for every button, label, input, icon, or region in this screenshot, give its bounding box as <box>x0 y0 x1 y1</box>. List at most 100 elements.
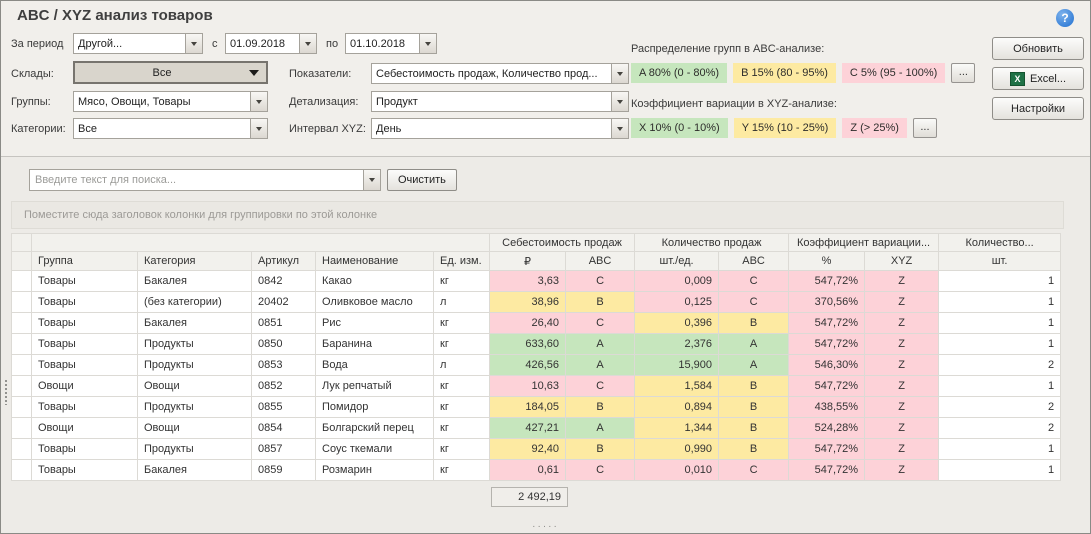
period-combo[interactable]: Другой... <box>73 33 203 54</box>
row-drag-handle[interactable] <box>4 379 9 405</box>
row-gutter-cell[interactable] <box>11 438 32 460</box>
cell-sku[interactable]: 20402 <box>251 291 316 313</box>
column-header-sku[interactable]: Артикул <box>251 251 316 271</box>
cell-sku[interactable]: 0854 <box>251 417 316 439</box>
cell-qty[interactable]: 15,900 <box>634 354 720 376</box>
cell-xyz[interactable]: Z <box>864 396 940 418</box>
cell-variation[interactable]: 547,72% <box>788 333 866 355</box>
cell-variation[interactable]: 524,28% <box>788 417 866 439</box>
cell-cost-abc[interactable]: C <box>565 459 636 481</box>
cell-qty[interactable]: 0,894 <box>634 396 720 418</box>
cell-unit[interactable]: кг <box>432 312 491 334</box>
cell-sku[interactable]: 0850 <box>251 333 316 355</box>
cell-qty[interactable]: 0,396 <box>634 312 720 334</box>
cell-variation[interactable]: 547,72% <box>788 375 866 397</box>
cell-cost-abc[interactable]: A <box>565 333 636 355</box>
cell-variation[interactable]: 370,56% <box>788 291 866 313</box>
table-row[interactable]: Овощи Овощи 0854 Болгарский перец кг 427… <box>11 417 1062 439</box>
column-header-percent[interactable]: % <box>788 251 866 271</box>
dropdown-arrow-icon[interactable] <box>419 34 436 53</box>
cell-count[interactable]: 1 <box>938 438 1062 460</box>
cell-unit[interactable]: кг <box>432 396 491 418</box>
row-gutter-cell[interactable] <box>11 459 32 481</box>
column-header-name[interactable]: Наименование <box>315 251 434 271</box>
cell-cost[interactable]: 26,40 <box>489 312 567 334</box>
table-row[interactable]: Товары Бакалея 0859 Розмарин кг 0,61 C 0… <box>11 459 1062 481</box>
cell-qty-abc[interactable]: B <box>718 417 790 439</box>
table-row[interactable]: Товары Продукты 0855 Помидор кг 184,05 B… <box>11 396 1062 418</box>
row-gutter-cell[interactable] <box>11 417 32 439</box>
row-gutter-cell[interactable] <box>11 396 32 418</box>
cell-cost[interactable]: 427,21 <box>489 417 567 439</box>
column-header-unit[interactable]: Ед. изм. <box>432 251 491 271</box>
cell-group[interactable]: Товары <box>31 396 138 418</box>
table-row[interactable]: Товары Продукты 0853 Вода л 426,56 A 15,… <box>11 354 1062 376</box>
table-row[interactable]: Товары Продукты 0850 Баранина кг 633,60 … <box>11 333 1062 355</box>
cell-sku[interactable]: 0853 <box>251 354 316 376</box>
cell-cost-abc[interactable]: C <box>565 312 636 334</box>
cell-sku[interactable]: 0859 <box>251 459 316 481</box>
search-input[interactable] <box>30 170 363 190</box>
cell-qty-abc[interactable]: A <box>718 354 790 376</box>
dropdown-arrow-icon[interactable] <box>611 64 628 83</box>
column-group-cost[interactable]: Себестоимость продаж <box>489 233 636 252</box>
table-row[interactable]: Овощи Овощи 0852 Лук репчатый кг 10,63 C… <box>11 375 1062 397</box>
hscroll-handle[interactable]: ····· <box>532 521 559 532</box>
cell-name[interactable]: Оливковое масло <box>315 291 434 313</box>
cell-qty[interactable]: 0,010 <box>634 459 720 481</box>
cell-xyz[interactable]: Z <box>864 438 940 460</box>
cell-xyz[interactable]: Z <box>864 375 940 397</box>
column-header-category[interactable]: Категория <box>137 251 252 271</box>
cell-xyz[interactable]: Z <box>864 354 940 376</box>
column-group-count[interactable]: Количество... <box>938 233 1062 252</box>
cell-category[interactable]: Бакалея <box>137 312 252 334</box>
cell-cost-abc[interactable]: C <box>565 375 636 397</box>
cell-cost[interactable]: 633,60 <box>489 333 567 355</box>
cell-cost-abc[interactable]: C <box>565 270 636 292</box>
cell-category[interactable]: Овощи <box>137 417 252 439</box>
cell-unit[interactable]: кг <box>432 438 491 460</box>
column-header-rub[interactable]: ₽ <box>489 251 567 271</box>
detail-combo[interactable]: Продукт <box>371 91 629 112</box>
cell-variation[interactable]: 546,30% <box>788 354 866 376</box>
cell-variation[interactable]: 547,72% <box>788 270 866 292</box>
dropdown-arrow-icon[interactable] <box>250 92 267 111</box>
column-header-abc-qty[interactable]: ABC <box>718 251 790 271</box>
cell-group[interactable]: Товары <box>31 438 138 460</box>
cell-variation[interactable]: 438,55% <box>788 396 866 418</box>
column-header-count[interactable]: шт. <box>938 251 1062 271</box>
cell-category[interactable]: Овощи <box>137 375 252 397</box>
warehouses-combo[interactable]: Все <box>73 61 268 84</box>
cell-count[interactable]: 1 <box>938 270 1062 292</box>
cell-unit[interactable]: кг <box>432 270 491 292</box>
column-group-qty[interactable]: Количество продаж <box>634 233 790 252</box>
cell-count[interactable]: 1 <box>938 291 1062 313</box>
cell-xyz[interactable]: Z <box>864 417 940 439</box>
cell-count[interactable]: 1 <box>938 459 1062 481</box>
cell-name[interactable]: Баранина <box>315 333 434 355</box>
settings-button[interactable]: Настройки <box>992 97 1084 120</box>
cell-category[interactable]: (без категории) <box>137 291 252 313</box>
cell-cost[interactable]: 92,40 <box>489 438 567 460</box>
dropdown-arrow-icon[interactable] <box>611 119 628 138</box>
cell-variation[interactable]: 547,72% <box>788 459 866 481</box>
cell-qty[interactable]: 0,125 <box>634 291 720 313</box>
column-header-xyz[interactable]: XYZ <box>864 251 940 271</box>
row-gutter-cell[interactable] <box>11 375 32 397</box>
row-gutter-cell[interactable] <box>11 354 32 376</box>
cell-sku[interactable]: 0842 <box>251 270 316 292</box>
cell-qty[interactable]: 0,990 <box>634 438 720 460</box>
cell-name[interactable]: Розмарин <box>315 459 434 481</box>
cell-variation[interactable]: 547,72% <box>788 312 866 334</box>
table-row[interactable]: Товары Бакалея 0851 Рис кг 26,40 C 0,396… <box>11 312 1062 334</box>
cell-qty-abc[interactable]: C <box>718 459 790 481</box>
groups-combo[interactable]: Мясо, Овощи, Товары <box>73 91 268 112</box>
cell-qty-abc[interactable]: C <box>718 291 790 313</box>
row-gutter-cell[interactable] <box>11 291 32 313</box>
cell-sku[interactable]: 0851 <box>251 312 316 334</box>
categories-combo[interactable]: Все <box>73 118 268 139</box>
row-gutter-cell[interactable] <box>11 312 32 334</box>
group-by-bar[interactable]: Поместите сюда заголовок колонки для гру… <box>11 201 1064 229</box>
date-to-combo[interactable]: 01.10.2018 <box>345 33 437 54</box>
cell-variation[interactable]: 547,72% <box>788 438 866 460</box>
